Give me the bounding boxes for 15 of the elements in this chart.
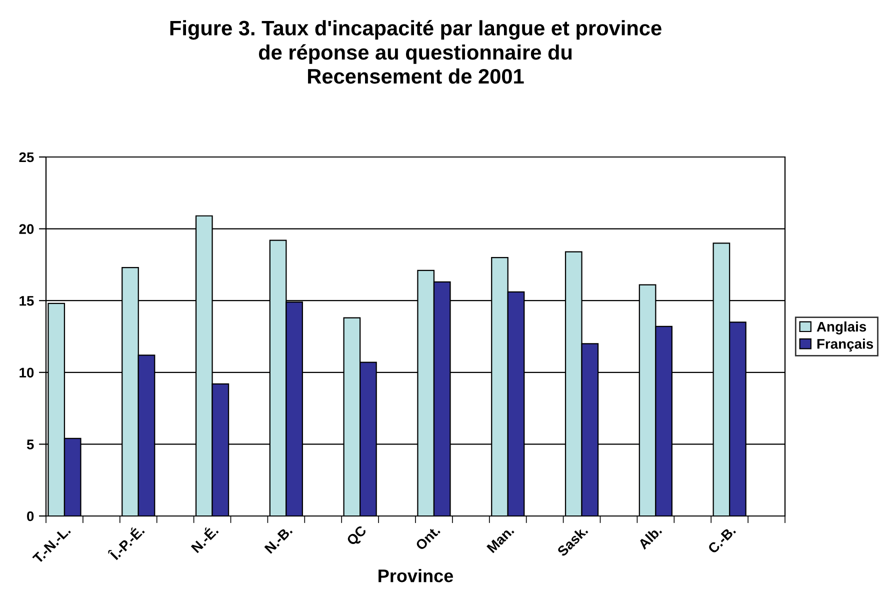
x-tick-label: Alb. (637, 525, 662, 550)
y-tick-label: 25 (19, 152, 34, 162)
x-tick-label: QC (346, 524, 369, 548)
x-tick-label: C.-B. (707, 525, 736, 554)
legend-label: Anglais (816, 321, 866, 334)
chart-title: Figure 3. Taux d'incapacité par langue et province de réponse au questionnaire du Recensement de 2001 (170, 20, 662, 84)
x-axis-title: Province (378, 568, 454, 582)
y-tick-label: 10 (20, 368, 34, 378)
x-tick-label: Ont. (415, 525, 441, 551)
x-tick-label: Man. (486, 525, 514, 554)
y-tick-label: 5 (26, 440, 34, 450)
legend-label: Français (817, 338, 874, 352)
y-tick-label: 0 (27, 511, 34, 522)
y-tick-label: 20 (19, 224, 34, 234)
y-tick-label: 15 (20, 296, 34, 306)
